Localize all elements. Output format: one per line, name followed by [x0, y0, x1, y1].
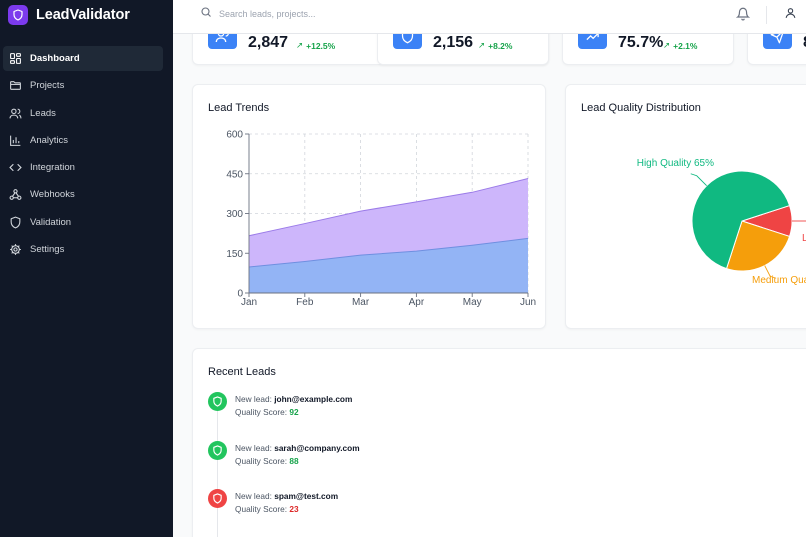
gear-icon — [8, 243, 22, 257]
user-icon[interactable] — [784, 6, 797, 25]
score-label: Quality Score: — [235, 455, 290, 466]
lead-text: New lead: spam@test.com Quality Score: 2… — [235, 490, 338, 515]
lead-quality-pie-chart: High Quality 65% Medium Qua L — [637, 158, 806, 286]
top-bar: Search leads, projects... — [173, 0, 806, 34]
y-tick-label: 300 — [226, 209, 243, 220]
stat-change: ↗ +8.2% — [478, 40, 512, 51]
bell-icon[interactable] — [735, 6, 751, 26]
stat-change-text: +2.1% — [673, 40, 698, 51]
sidebar-item-label: Projects — [30, 80, 65, 92]
sidebar-item-leads[interactable]: Leads — [3, 101, 163, 126]
series-line-1 — [248, 178, 529, 237]
search-input[interactable]: Search leads, projects... — [200, 6, 316, 22]
shield-alert-icon — [208, 489, 227, 508]
sidebar-item-label: Leads — [30, 107, 56, 119]
shield-check-icon — [208, 441, 227, 460]
sidebar-item-dashboard[interactable]: Dashboard — [3, 46, 163, 71]
stat-change: ↗ +2.1% — [663, 40, 697, 51]
trend-up-icon: ↗ — [296, 40, 304, 50]
sidebar-item-analytics[interactable]: Analytics — [3, 128, 163, 153]
search-placeholder: Search leads, projects... — [219, 9, 316, 19]
area-series-1 — [249, 178, 528, 268]
trend-up-icon: ↗ — [663, 40, 671, 50]
lead-email: sarah@company.com — [274, 443, 360, 453]
sidebar-item-settings[interactable]: Settings — [3, 237, 163, 262]
pie-label: Medium Qua — [752, 275, 806, 286]
card-title: Recent Leads — [208, 366, 276, 378]
sidebar-item-label: Integration — [30, 162, 75, 174]
dashboard-icon — [8, 52, 22, 66]
sidebar-item-label: Settings — [30, 244, 65, 256]
lead-prefix: New lead: — [235, 491, 275, 501]
sidebar-nav: Dashboard Projects Leads Analytics Integ… — [3, 46, 163, 264]
stat-value: 2,156 — [433, 34, 474, 51]
pie-label-line — [764, 265, 777, 279]
timeline-line — [217, 404, 218, 537]
bar-chart-icon — [8, 133, 22, 147]
sidebar-item-validation[interactable]: Validation — [3, 210, 163, 235]
sidebar-item-label: Webhooks — [30, 189, 75, 201]
lead-prefix: New lead: — [235, 443, 275, 453]
pie-label: L — [802, 233, 806, 244]
y-tick-label: 450 — [226, 169, 243, 180]
stat-change-text: +8.2% — [488, 40, 513, 51]
x-tick-label: Jan — [241, 297, 257, 308]
sidebar-item-label: Validation — [30, 216, 72, 228]
stat-value: 75.7% — [618, 34, 664, 51]
webhook-icon — [8, 188, 22, 202]
lead-prefix: New lead: — [235, 394, 275, 404]
score-label: Quality Score: — [235, 406, 290, 417]
x-tick-label: Feb — [296, 297, 314, 308]
sidebar-item-integration[interactable]: Integration — [3, 155, 163, 180]
lead-trends-chart: 0 150 300 450 600 Jan Feb Mar Apr May Jun — [226, 130, 536, 309]
sidebar-item-webhooks[interactable]: Webhooks — [3, 182, 163, 207]
users-icon — [8, 106, 22, 120]
quality-score: 23 — [289, 503, 299, 514]
shield-icon — [8, 215, 22, 229]
lead-email: john@example.com — [274, 394, 353, 404]
series-line-0 — [248, 237, 529, 268]
x-tick-label: Apr — [409, 297, 425, 308]
trend-up-icon: ↗ — [478, 40, 486, 50]
shield-check-icon — [208, 392, 227, 411]
sidebar-item-projects[interactable]: Projects — [3, 73, 163, 98]
x-tick-label: Mar — [352, 297, 370, 308]
y-tick-label: 150 — [226, 249, 243, 260]
stat-value: 8 — [803, 34, 806, 52]
quality-score: 88 — [289, 455, 299, 466]
app-name: LeadValidator — [36, 7, 130, 23]
quality-score: 92 — [289, 406, 299, 417]
stat-change: ↗ +12.5% — [296, 40, 335, 51]
lead-text: New lead: john@example.com Quality Score… — [235, 393, 352, 418]
shield-logo-icon — [8, 5, 28, 25]
lead-quality-card: Lead Quality Distribution High Quality 6… — [565, 84, 806, 329]
pie-label-line — [690, 173, 707, 186]
x-tick-label: May — [463, 297, 482, 308]
pie-slice — [691, 170, 791, 270]
y-tick-label: 600 — [226, 130, 243, 141]
stat-change-text: +12.5% — [306, 40, 336, 51]
lead-email: spam@test.com — [274, 491, 339, 501]
card-title: Lead Quality Distribution — [581, 102, 701, 114]
brand[interactable]: LeadValidator — [8, 4, 130, 26]
sidebar: LeadValidator Dashboard Projects Leads A… — [0, 0, 173, 537]
divider — [766, 6, 767, 24]
stat-value: 2,847 — [248, 34, 289, 51]
lead-text: New lead: sarah@company.com Quality Scor… — [235, 442, 360, 467]
sidebar-item-label: Analytics — [30, 134, 69, 146]
y-tick-label: 0 — [237, 289, 243, 300]
code-icon — [8, 161, 22, 175]
search-icon — [200, 5, 212, 23]
sidebar-item-label: Dashboard — [30, 53, 80, 64]
recent-leads-card: Recent Leads New lead: john@example.com … — [192, 348, 806, 537]
card-title: Lead Trends — [208, 102, 270, 114]
lead-trends-card: Lead Trends 0 150 300 450 600 Jan Feb Mar Apr May… — [192, 84, 546, 329]
x-tick-label: Jun — [520, 297, 536, 308]
pie-label: High Quality 65% — [637, 158, 714, 169]
score-label: Quality Score: — [235, 503, 290, 514]
area-series-0 — [249, 238, 528, 293]
folder-icon — [8, 79, 22, 93]
